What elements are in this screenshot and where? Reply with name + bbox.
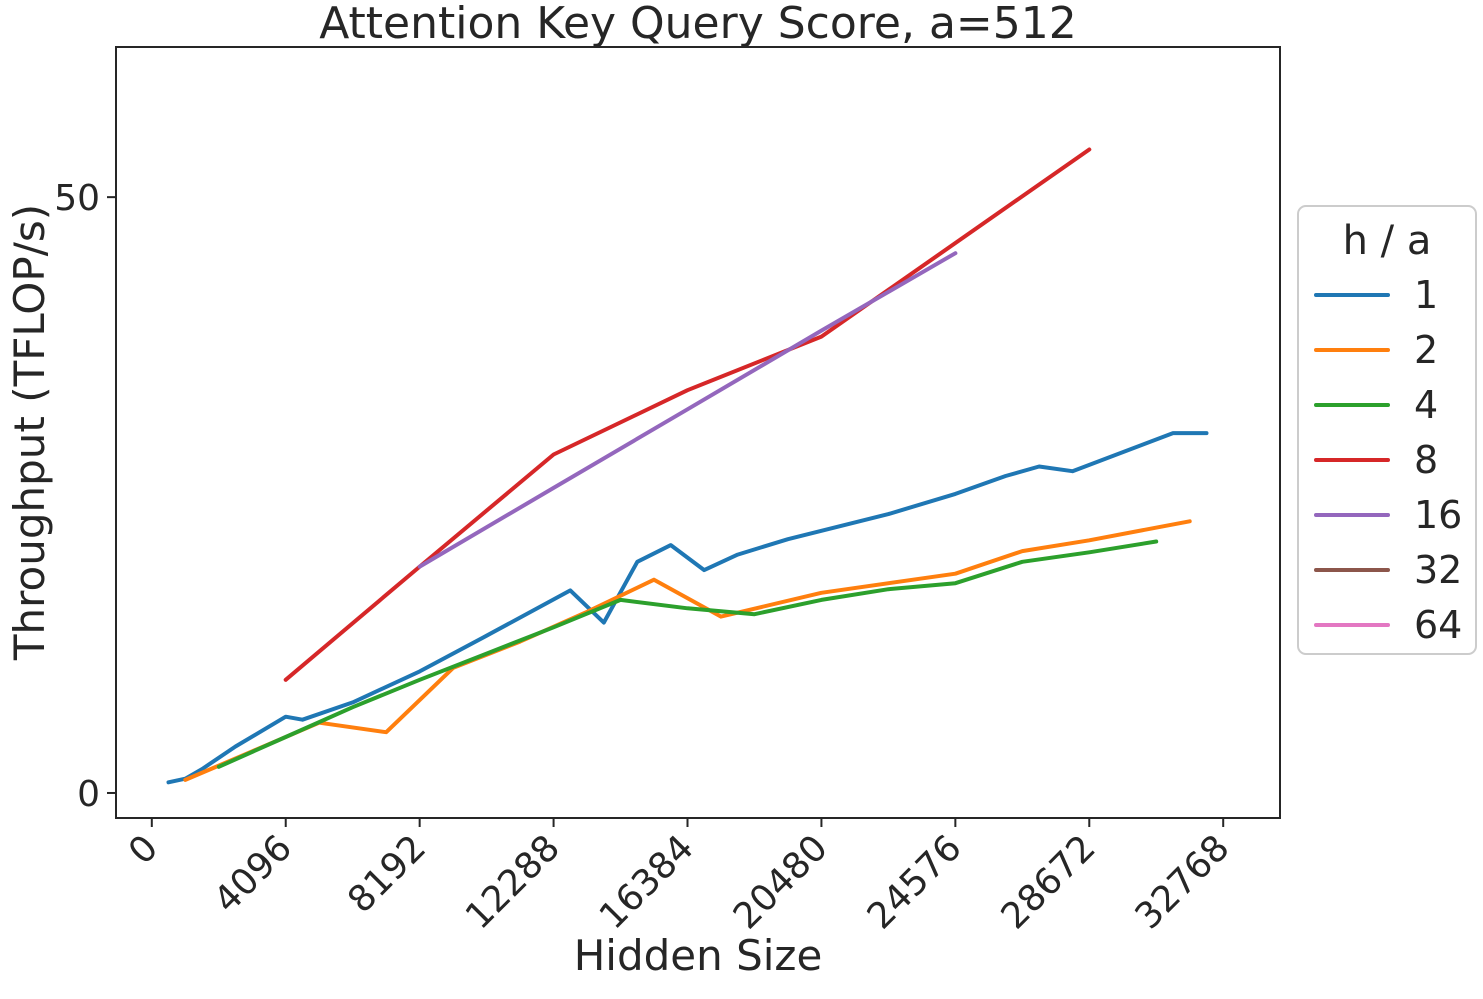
legend-line-swatch bbox=[1314, 292, 1390, 297]
legend-entries: 1 2 4 8 16 32 64 bbox=[1299, 267, 1475, 652]
legend-entry-1: 1 bbox=[1299, 267, 1475, 322]
x-tick-label: 8192 bbox=[340, 827, 434, 921]
legend-entry-8: 8 bbox=[1299, 432, 1475, 487]
x-tick-label: 0 bbox=[121, 827, 166, 872]
legend-entry-label: 4 bbox=[1414, 382, 1439, 427]
y-tick-label: 50 bbox=[54, 178, 100, 219]
legend-line-swatch bbox=[1314, 402, 1390, 407]
legend-entry-label: 32 bbox=[1414, 547, 1463, 592]
legend-entry-64: 64 bbox=[1299, 597, 1475, 652]
legend-line-swatch bbox=[1314, 622, 1390, 627]
series-line-h-a-1 bbox=[166, 431, 1209, 785]
x-tick-label: 24576 bbox=[860, 827, 970, 937]
legend-line-swatch bbox=[1314, 457, 1390, 462]
legend-entry-label: 64 bbox=[1414, 602, 1463, 647]
legend-entry-16: 16 bbox=[1299, 487, 1475, 542]
legend-line-swatch bbox=[1314, 347, 1390, 352]
legend-line-swatch bbox=[1314, 567, 1390, 572]
axes-layer: 0 4096 8192 12288 16384 20480 24576 28672 32768 0… bbox=[54, 46, 1281, 937]
x-axis-label: Hidden Size bbox=[574, 931, 823, 980]
legend-entry-2: 2 bbox=[1299, 322, 1475, 377]
series-layer bbox=[166, 147, 1209, 785]
legend-entry-label: 1 bbox=[1414, 272, 1439, 317]
x-tick-label: 20480 bbox=[726, 827, 836, 937]
series-line-h-a-16 bbox=[417, 251, 958, 569]
legend-entry-4: 4 bbox=[1299, 377, 1475, 432]
x-tick-label: 4096 bbox=[206, 827, 300, 921]
legend: h / a 1 2 4 8 16 32 64 bbox=[1297, 205, 1477, 655]
x-tick-label: 16384 bbox=[592, 827, 702, 937]
axes-spines bbox=[115, 46, 1281, 819]
legend-title: h / a bbox=[1342, 218, 1432, 264]
legend-line-swatch bbox=[1314, 512, 1390, 517]
y-tick-label: 0 bbox=[77, 774, 100, 815]
legend-entry-32: 32 bbox=[1299, 542, 1475, 597]
legend-entry-label: 16 bbox=[1414, 492, 1463, 537]
chart-title: Attention Key Query Score, a=512 bbox=[319, 0, 1077, 49]
x-tick-label: 12288 bbox=[458, 827, 568, 937]
x-tick-label: 28672 bbox=[994, 827, 1104, 937]
x-tick-label: 32768 bbox=[1128, 827, 1238, 937]
series-line-h-a-4 bbox=[216, 539, 1159, 769]
legend-entry-label: 2 bbox=[1414, 327, 1439, 372]
y-axis-label: Throughput (TFLOP/s) bbox=[5, 204, 54, 661]
legend-entry-label: 8 bbox=[1414, 437, 1439, 482]
